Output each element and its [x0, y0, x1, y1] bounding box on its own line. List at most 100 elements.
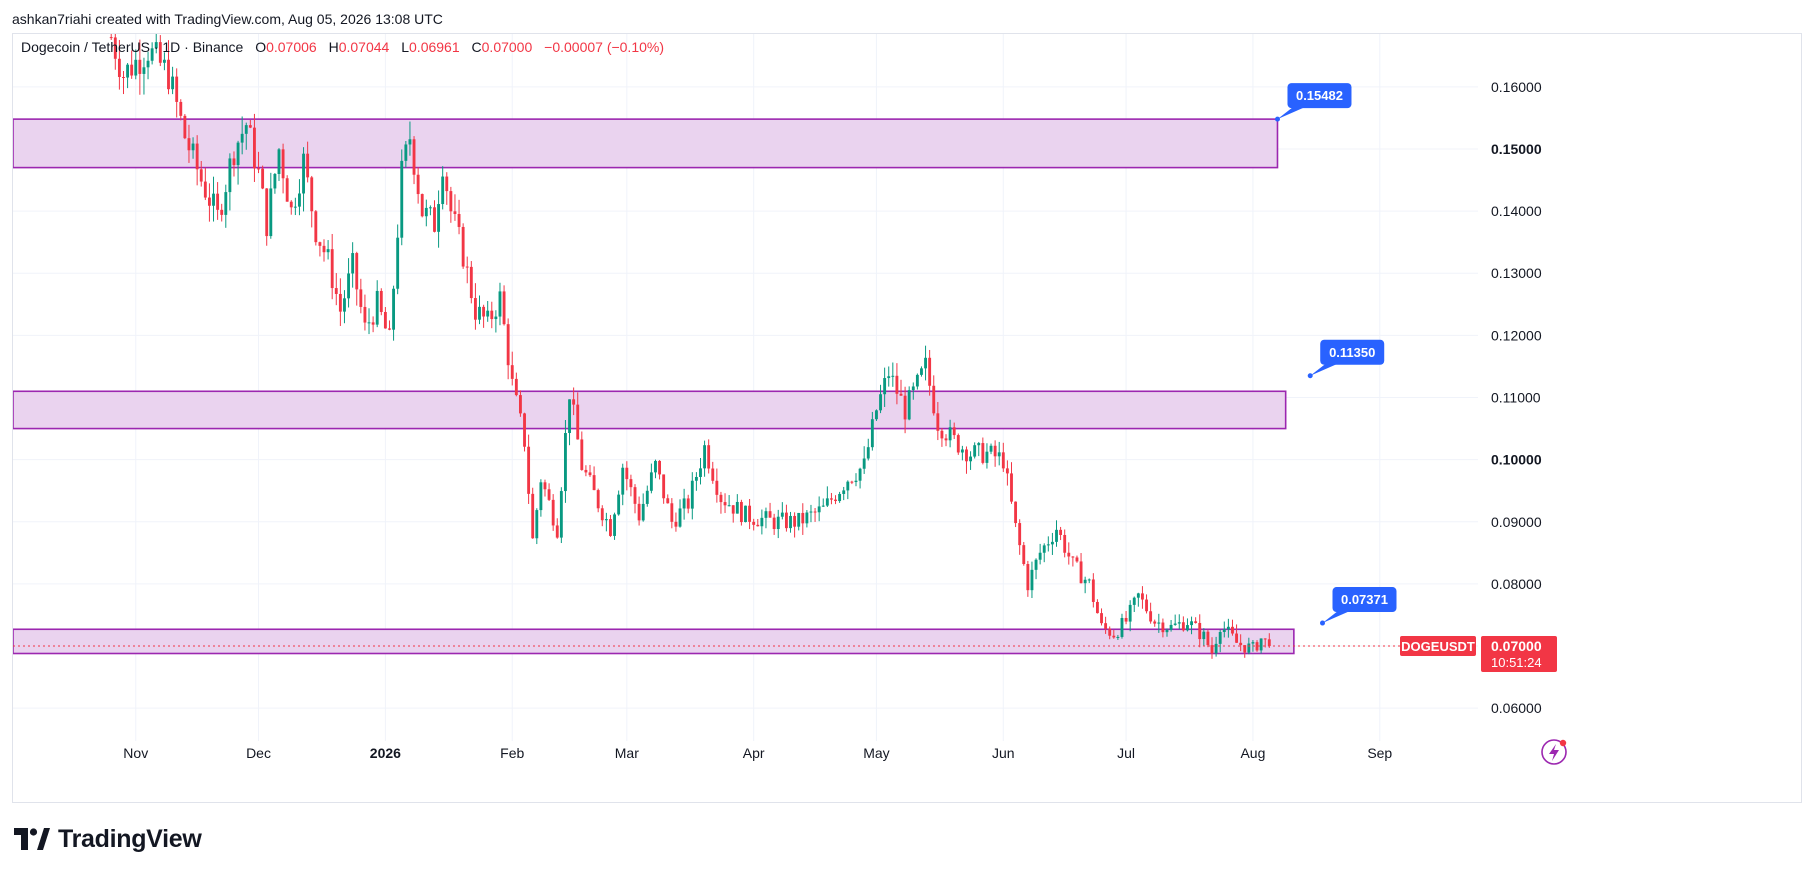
- candle-body: [318, 242, 322, 246]
- tradingview-logo[interactable]: TradingView: [14, 824, 202, 854]
- y-tick-label: 0.10000: [1491, 452, 1542, 468]
- candle-body: [359, 289, 363, 307]
- candle-body: [142, 67, 146, 74]
- candle-body: [633, 487, 637, 504]
- candle-body: [1063, 534, 1067, 553]
- candle-body: [1128, 604, 1132, 622]
- candle-body: [735, 501, 739, 514]
- candle-body: [453, 211, 457, 215]
- candle-body: [457, 214, 461, 227]
- candle-body: [502, 291, 506, 325]
- candle-body: [306, 153, 310, 178]
- candle-body: [424, 207, 428, 217]
- candle-body: [846, 481, 850, 491]
- candle-body: [1214, 643, 1218, 654]
- candle-body: [400, 160, 404, 238]
- candle-body: [944, 438, 948, 441]
- x-axis[interactable]: Nov Dec 2026 Feb Mar Apr May Jun Jul Aug Sep: [123, 745, 1392, 761]
- zone-rect: [13, 628, 1295, 655]
- callout-label: 0.07371: [1341, 592, 1388, 607]
- zones: [13, 118, 1295, 655]
- candle-body: [1100, 613, 1103, 624]
- candle-body: [1124, 617, 1128, 622]
- candle-body: [948, 427, 952, 441]
- callout-pointer: [1310, 361, 1343, 376]
- candle-body: [838, 493, 842, 502]
- legend-high-value: 0.07044: [339, 39, 390, 55]
- candle-body: [392, 288, 396, 330]
- candle-body: [1226, 626, 1230, 630]
- x-tick-label: Apr: [743, 745, 765, 761]
- legend-symbol: Dogecoin / TetherUS · 1D · Binance: [21, 39, 244, 55]
- candle-body: [1206, 631, 1210, 646]
- candle-body: [592, 475, 596, 491]
- candle-body: [1239, 642, 1243, 646]
- candle-body: [191, 143, 195, 151]
- candle-body: [1255, 642, 1259, 651]
- candle-body: [924, 357, 927, 369]
- y-tick-label: 0.12000: [1491, 327, 1542, 343]
- candle-body: [1108, 628, 1112, 636]
- candle-body: [629, 479, 633, 488]
- candle-body: [686, 498, 690, 509]
- candle-body: [584, 469, 588, 473]
- candle-body: [1173, 623, 1177, 625]
- candle-body: [977, 443, 981, 446]
- y-tick-label: 0.16000: [1491, 79, 1542, 95]
- candle-body: [576, 404, 580, 440]
- candle-body: [609, 519, 612, 536]
- candle-body: [613, 514, 616, 536]
- callouts: 0.15482 0.11350 0.07371: [1274, 83, 1397, 626]
- candle-body: [1186, 625, 1189, 631]
- candle-body: [334, 288, 338, 294]
- candle-body: [1145, 599, 1148, 612]
- candle-body: [433, 207, 436, 232]
- candle-body: [842, 490, 846, 494]
- candle-body: [1034, 559, 1038, 570]
- candle-body: [371, 322, 375, 325]
- candle-body: [985, 451, 989, 463]
- candle-body: [850, 481, 854, 483]
- candle-body: [654, 460, 657, 473]
- candle-body: [420, 194, 424, 217]
- x-tick-label: Aug: [1240, 745, 1265, 761]
- candle-body: [989, 445, 993, 452]
- legend-close-label: C: [472, 39, 482, 55]
- candle-body: [518, 395, 522, 414]
- candle-body: [690, 480, 694, 509]
- candle-body: [789, 515, 792, 529]
- candle-body: [146, 60, 150, 68]
- candle-body: [330, 249, 334, 289]
- candle-body: [965, 449, 968, 462]
- candle-body: [1251, 642, 1255, 644]
- tradingview-wordmark: TradingView: [58, 824, 202, 853]
- zone-rect: [13, 118, 1279, 169]
- candle-body: [122, 76, 125, 78]
- candle-body: [1169, 624, 1173, 630]
- candle-body: [134, 59, 138, 76]
- y-tick-label: 0.08000: [1491, 576, 1542, 592]
- candle-body: [760, 517, 764, 527]
- candle-body: [1071, 556, 1075, 558]
- candle-body: [1243, 645, 1247, 653]
- candle-body: [388, 328, 391, 330]
- candle-body: [494, 316, 498, 320]
- candle-body: [895, 375, 899, 394]
- candle-body: [1018, 523, 1022, 546]
- candle-body: [645, 490, 649, 504]
- candle-body: [960, 449, 964, 453]
- candle-body: [551, 499, 555, 526]
- candle-body: [772, 517, 776, 530]
- lightning-icon[interactable]: [1541, 739, 1567, 765]
- chart-frame[interactable]: DOGEUSDT 0.15482 0.11350 0.07371 0.06000 0.…: [12, 33, 1802, 803]
- candle-body: [547, 489, 551, 500]
- y-axis[interactable]: 0.06000 0.07000 0.08000 0.09000 0.10000 0.110…: [1481, 79, 1557, 716]
- candle-body: [1231, 626, 1234, 634]
- candle-body: [343, 298, 346, 312]
- candle-body: [899, 393, 903, 396]
- candle-body: [441, 176, 445, 205]
- candle-body: [171, 76, 175, 90]
- candle-body: [776, 516, 780, 530]
- candle-body: [887, 376, 891, 379]
